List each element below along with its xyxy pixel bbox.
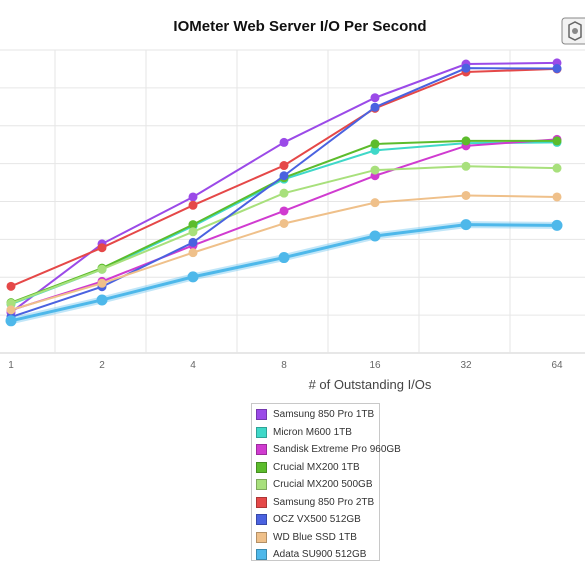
legend-label: Adata SU900 512GB xyxy=(273,549,367,561)
legend-item: Crucial MX200 1TB xyxy=(256,459,375,477)
series xyxy=(5,219,563,327)
legend-label: Samsung 850 Pro 1TB xyxy=(273,409,375,421)
legend-item: Samsung 850 Pro 2TB xyxy=(256,494,375,512)
data-point xyxy=(460,219,472,231)
data-point xyxy=(370,93,380,103)
data-point xyxy=(188,248,198,258)
x-axis-title: # of Outstanding I/Os xyxy=(308,377,432,392)
series-line xyxy=(10,61,558,314)
data-point xyxy=(188,227,198,237)
data-point xyxy=(279,171,289,181)
series xyxy=(6,190,562,315)
data-point xyxy=(5,315,17,327)
data-point xyxy=(552,64,562,74)
legend-label: Crucial MX200 500GB xyxy=(273,479,373,491)
legend-label: OCZ VX500 512GB xyxy=(273,514,361,526)
data-point xyxy=(370,102,380,112)
legend-swatch xyxy=(256,426,267,438)
legend-swatch xyxy=(256,514,267,526)
x-tick-label: 32 xyxy=(460,360,472,371)
series-line xyxy=(10,165,558,305)
data-point xyxy=(552,136,562,146)
legend-label: WD Blue SSD 1TB xyxy=(273,531,357,543)
data-point xyxy=(278,252,290,264)
legend-label: Crucial MX200 1TB xyxy=(273,461,360,473)
data-point xyxy=(188,192,198,202)
data-point xyxy=(370,165,380,175)
data-point xyxy=(461,190,471,200)
data-point xyxy=(96,294,108,306)
legend-item: Samsung 850 Pro 1TB xyxy=(256,406,375,424)
data-point xyxy=(552,163,562,173)
legend-swatch xyxy=(256,409,267,421)
data-point xyxy=(188,237,198,247)
x-tick-label: 16 xyxy=(369,360,381,371)
data-point xyxy=(279,161,289,171)
series xyxy=(6,161,562,308)
legend-label: Samsung 850 Pro 2TB xyxy=(273,496,375,508)
x-tick-label: 8 xyxy=(281,360,287,371)
legend-item: Adata SU900 512GB xyxy=(256,546,375,564)
x-tick-label: 4 xyxy=(190,360,196,371)
data-point xyxy=(188,200,198,210)
chart-title: IOMeter Web Server I/O Per Second xyxy=(173,18,427,35)
legend-item: Micron M600 1TB xyxy=(256,424,375,442)
legend-item: OCZ VX500 512GB xyxy=(256,511,375,529)
legend-item: Sandisk Extreme Pro 960GB xyxy=(256,441,401,459)
data-point xyxy=(188,220,198,230)
legend-swatch xyxy=(256,479,267,491)
data-point xyxy=(370,145,380,155)
legend-item: WD Blue SSD 1TB xyxy=(256,529,375,547)
data-point xyxy=(279,188,289,198)
legend: Samsung 850 Pro 1TB Micron M600 1TB Sandis… xyxy=(251,403,401,564)
legend-label: Micron M600 1TB xyxy=(273,426,352,438)
x-tick-label: 1 xyxy=(8,360,14,371)
data-point xyxy=(279,218,289,228)
data-point xyxy=(279,137,289,147)
site-logo xyxy=(560,16,585,46)
legend-label: Sandisk Extreme Pro 960GB xyxy=(273,444,401,456)
grid xyxy=(0,49,585,354)
data-point xyxy=(552,192,562,202)
data-point xyxy=(6,305,16,315)
legend-item: Crucial MX200 500GB xyxy=(256,476,375,494)
legend-swatch xyxy=(256,444,267,456)
data-point xyxy=(461,161,471,171)
series-lines xyxy=(5,58,563,327)
data-point xyxy=(369,230,381,242)
legend-swatch xyxy=(256,461,267,473)
data-point xyxy=(6,281,16,291)
x-tick-label: 2 xyxy=(99,360,105,371)
data-point xyxy=(370,139,380,149)
legend-swatch xyxy=(256,549,267,561)
data-point xyxy=(279,206,289,216)
data-point xyxy=(97,243,107,253)
x-axis-ticks: 1 2 4 8 16 32 64 xyxy=(8,360,563,371)
data-point xyxy=(551,219,563,231)
data-point xyxy=(370,198,380,208)
data-point xyxy=(97,264,107,274)
series xyxy=(6,58,562,317)
data-point xyxy=(6,298,16,308)
x-tick-label: 64 xyxy=(551,360,563,371)
data-point xyxy=(461,63,471,73)
data-point xyxy=(461,136,471,146)
data-point xyxy=(97,278,107,288)
data-point xyxy=(187,271,199,283)
legend-swatch xyxy=(256,496,267,508)
legend-swatch xyxy=(256,531,267,543)
